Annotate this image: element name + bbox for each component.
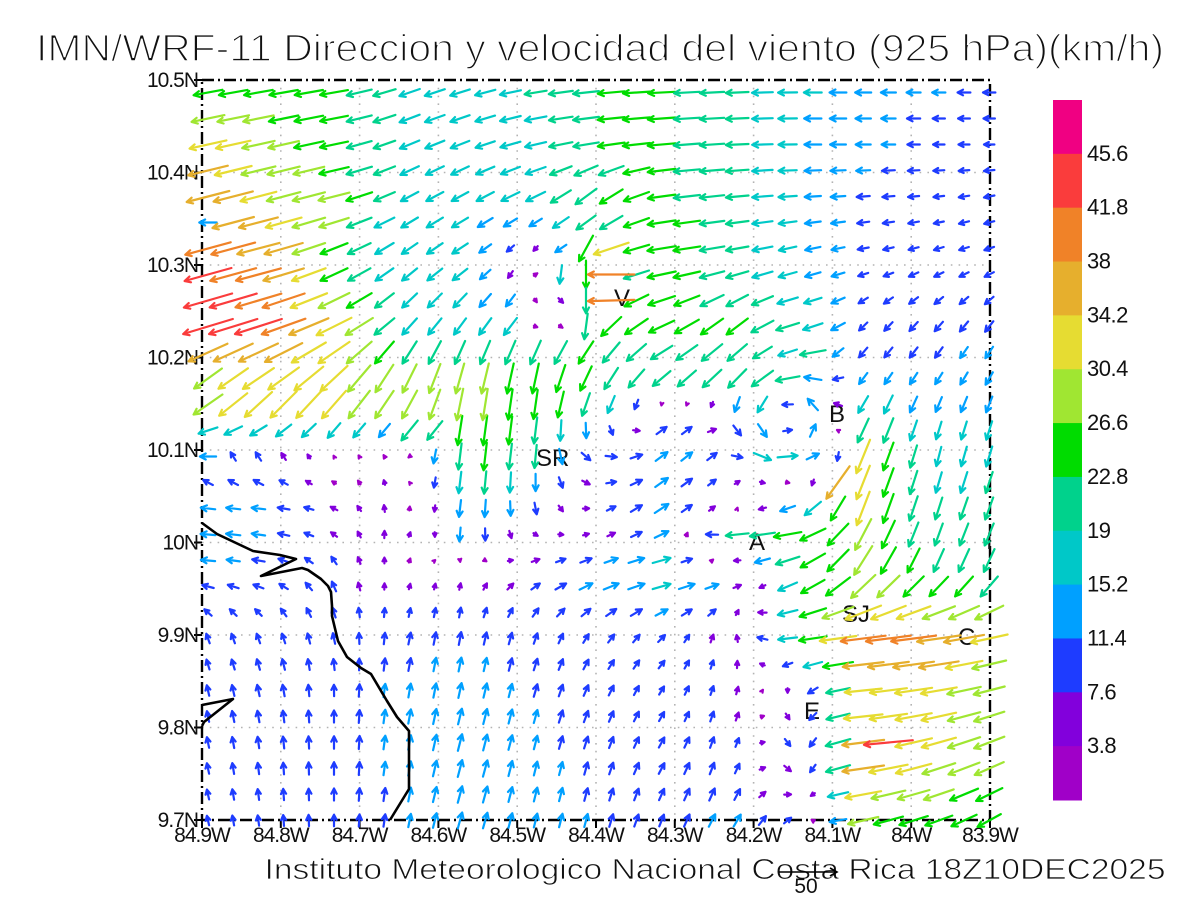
- svg-text:34.2: 34.2: [1087, 302, 1128, 327]
- svg-text:84.3W: 84.3W: [647, 824, 704, 847]
- svg-text:10.1N: 10.1N: [147, 439, 198, 462]
- svg-text:38: 38: [1087, 249, 1111, 274]
- svg-text:84.8W: 84.8W: [253, 824, 310, 847]
- svg-text:22.8: 22.8: [1087, 464, 1128, 489]
- svg-text:A: A: [749, 529, 765, 556]
- svg-text:9.9N: 9.9N: [158, 624, 198, 647]
- svg-text:19: 19: [1087, 518, 1111, 543]
- svg-text:41.8: 41.8: [1087, 195, 1128, 220]
- svg-text:30.4: 30.4: [1087, 356, 1128, 381]
- svg-text:15.2: 15.2: [1087, 572, 1128, 597]
- svg-text:84.9W: 84.9W: [174, 824, 231, 847]
- svg-text:50: 50: [794, 875, 817, 898]
- svg-text:45.6: 45.6: [1087, 141, 1128, 166]
- svg-text:7.6: 7.6: [1087, 679, 1116, 704]
- svg-text:84.5W: 84.5W: [489, 824, 546, 847]
- svg-text:84.6W: 84.6W: [411, 824, 468, 847]
- svg-text:10.5N: 10.5N: [147, 69, 198, 92]
- svg-text:B: B: [829, 401, 845, 428]
- svg-text:11.4: 11.4: [1087, 626, 1126, 651]
- svg-text:9.7N: 9.7N: [158, 809, 198, 832]
- svg-text:84.1W: 84.1W: [805, 824, 862, 847]
- svg-text:84.7W: 84.7W: [332, 824, 389, 847]
- svg-text:10N: 10N: [162, 532, 198, 555]
- svg-text:IMN/WRF-11 Direccion y velocid: IMN/WRF-11 Direccion y velocidad del vie…: [36, 28, 1164, 70]
- svg-text:84.2W: 84.2W: [726, 824, 783, 847]
- svg-text:Instituto Meteorologico Nacion: Instituto Meteorologico Nacional Costa R…: [265, 854, 1166, 886]
- svg-text:10.4N: 10.4N: [147, 162, 198, 185]
- svg-text:3.8: 3.8: [1087, 733, 1116, 758]
- svg-text:84.4W: 84.4W: [568, 824, 625, 847]
- svg-text:26.6: 26.6: [1087, 410, 1128, 435]
- svg-text:84W: 84W: [891, 824, 932, 847]
- svg-text:V: V: [614, 285, 630, 312]
- svg-text:10.2N: 10.2N: [147, 347, 198, 370]
- svg-text:10.3N: 10.3N: [147, 254, 198, 277]
- svg-text:9.8N: 9.8N: [158, 717, 198, 740]
- svg-text:E: E: [804, 698, 820, 725]
- svg-text:83.9W: 83.9W: [962, 824, 1019, 847]
